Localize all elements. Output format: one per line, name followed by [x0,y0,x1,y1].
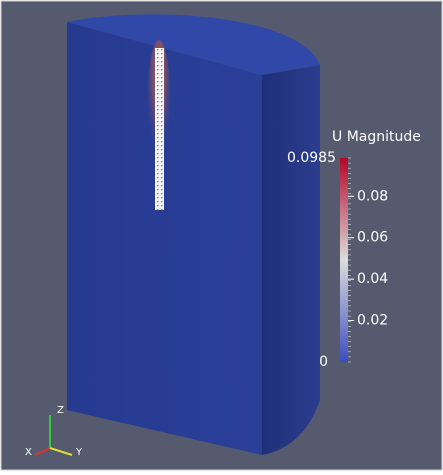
colorbar-min-label: 0 [319,354,328,370]
colorbar-tick-label: 0.08 [357,188,388,204]
colorbar [340,158,348,362]
colorbar-tick-label: 0.02 [357,313,388,329]
colorbar-max-label: 0.0985 [287,150,336,166]
viewport: U Magnitude 0.0985 0 Z X Y 0.02 0.04 0.06 0… [0,0,443,471]
y-label: Y [75,447,83,458]
colorbar-tick-label: 0.04 [357,271,388,287]
particle-streak [155,48,164,210]
curved-face [262,65,320,455]
colorbar-title: U Magnitude [332,129,421,145]
page: U Magnitude 0.0985 0 Z X Y 0.02 0.04 0.06 0… [0,0,443,471]
x-label: X [25,447,32,458]
z-label: Z [57,405,64,416]
colorbar-tick-label: 0.06 [357,230,388,246]
